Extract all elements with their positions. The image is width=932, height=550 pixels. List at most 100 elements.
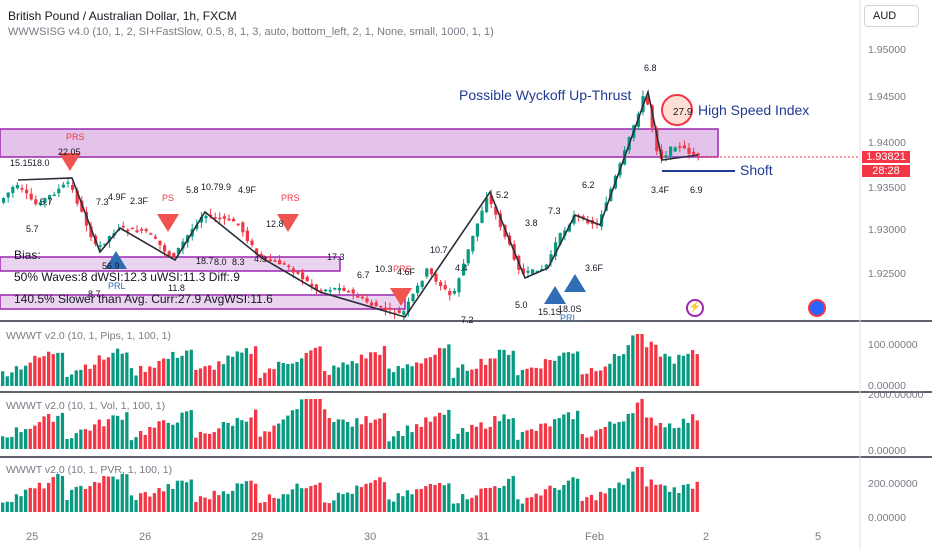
vol-bar — [516, 439, 520, 449]
candle-body — [471, 235, 475, 252]
vol-bar — [401, 435, 405, 449]
pvr-bar — [359, 487, 364, 512]
time-tick: 26 — [139, 531, 152, 543]
vol-bar — [461, 428, 465, 449]
wave-value-label: 6.9 — [690, 185, 703, 195]
wave-value-label: 12.8 — [266, 219, 284, 229]
pvr-bar — [645, 486, 649, 512]
candle-body — [98, 245, 102, 247]
candle-body — [89, 226, 93, 238]
pips-volume-bar — [658, 356, 663, 386]
vol-bar — [102, 426, 106, 449]
pips-volume-bar — [226, 355, 230, 386]
pvr-bar — [129, 495, 134, 512]
vol-bar — [373, 419, 377, 449]
vol-bar — [10, 436, 14, 449]
pvr-bar — [309, 486, 313, 512]
candle-body — [411, 293, 415, 302]
pips-volume-bar — [502, 349, 506, 386]
pips-volume-bar — [681, 355, 686, 386]
vol-bar — [148, 426, 152, 449]
wave-value-label: 18.0S — [558, 304, 582, 314]
candle-body — [310, 283, 314, 287]
pips-pane-title[interactable]: WWWT v2.0 (10, 1, Pips, 1, 100, 1) — [6, 330, 171, 342]
candle-body — [153, 236, 157, 239]
vol-bar — [65, 439, 69, 449]
vol-pane-max: 2000.00000 — [868, 389, 924, 401]
candle-body — [531, 269, 535, 274]
pips-volume-bar — [677, 354, 681, 386]
globe-icon[interactable] — [808, 299, 826, 317]
pvr-bar — [392, 501, 396, 512]
vol-bar — [93, 424, 97, 449]
pvr-bar — [691, 488, 695, 512]
pips-volume-bar — [93, 364, 97, 386]
sell-signal-marker — [157, 214, 179, 232]
vol-bar — [626, 413, 630, 449]
pips-volume-bar — [599, 370, 603, 386]
pvr-bar — [231, 490, 235, 512]
indicator-settings[interactable]: WWWSISG v4.0 (10, 1, 2, SI+FastSlow, 0.5… — [8, 26, 494, 38]
pips-volume-bar — [5, 376, 9, 386]
pvr-bar — [33, 488, 37, 512]
vol-bar — [60, 412, 65, 449]
currency-button[interactable]: AUD — [864, 5, 919, 27]
pips-volume-bar — [594, 371, 598, 386]
pips-volume-bar — [88, 368, 92, 386]
candle-body — [287, 265, 291, 267]
wave-value-label: 11.8 — [168, 283, 185, 293]
sell-signal-marker — [59, 153, 81, 171]
pips-volume-bar — [258, 377, 262, 386]
vol-bar — [438, 412, 442, 449]
vol-bar — [691, 414, 695, 449]
vol-bar — [617, 421, 621, 449]
vol-bar — [364, 416, 368, 449]
vol-bar — [83, 429, 88, 449]
pvr-bar — [194, 501, 198, 512]
pvr-bar — [649, 479, 653, 512]
vol-bar — [479, 422, 483, 449]
pips-volume-bar — [392, 372, 396, 386]
pvr-bar — [382, 482, 387, 512]
candle-body — [342, 287, 346, 291]
symbol-title[interactable]: British Pound / Australian Dollar, 1h, F… — [8, 9, 237, 23]
candle-body — [383, 307, 387, 311]
vol-bar — [47, 413, 51, 449]
vol-bar — [162, 420, 166, 449]
pvr-bar — [166, 484, 170, 512]
pvr-bar — [447, 483, 451, 512]
pvr-bar — [157, 488, 161, 512]
candle-body — [296, 271, 300, 274]
pvr-pane-title[interactable]: WWWT v2.0 (10, 1, PVR, 1, 100, 1) — [6, 464, 173, 476]
vol-pane-title[interactable]: WWWT v2.0 (10, 1, Vol, 1, 100, 1) — [6, 400, 166, 412]
time-tick: Feb — [585, 531, 604, 543]
pips-volume-bar — [520, 369, 525, 386]
price-tick: 1.92500 — [868, 268, 906, 280]
vol-bar — [300, 399, 304, 449]
candle-body — [563, 230, 567, 236]
pips-volume-bar — [244, 348, 249, 386]
candle-body — [176, 247, 180, 254]
lightning-icon[interactable]: ⚡ — [686, 299, 704, 317]
time-tick: 31 — [477, 531, 490, 543]
vol-bar — [327, 418, 331, 449]
pvr-bar — [497, 487, 502, 512]
bias-label: Bias: — [14, 248, 41, 262]
pips-volume-bar — [83, 364, 88, 386]
pips-volume-bar — [585, 373, 589, 386]
pips-volume-bar — [37, 357, 42, 386]
candle-body — [475, 223, 479, 237]
pvr-bar — [442, 485, 446, 512]
candle-body — [163, 245, 167, 252]
vol-bar — [295, 409, 299, 449]
pvr-bar — [208, 499, 212, 512]
candle-body — [291, 268, 295, 273]
pips-volume-bar — [157, 361, 161, 386]
pvr-bar — [681, 484, 686, 512]
pips-volume-bar — [396, 365, 400, 386]
pvr-bar — [281, 494, 285, 512]
pips-volume-bar — [323, 371, 327, 386]
pvr-bar — [663, 485, 667, 512]
wave-value-label: 10.79.9 — [201, 182, 231, 192]
